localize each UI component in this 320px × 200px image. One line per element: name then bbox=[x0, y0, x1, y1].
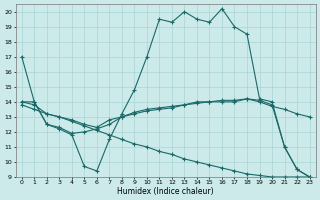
X-axis label: Humidex (Indice chaleur): Humidex (Indice chaleur) bbox=[117, 187, 214, 196]
